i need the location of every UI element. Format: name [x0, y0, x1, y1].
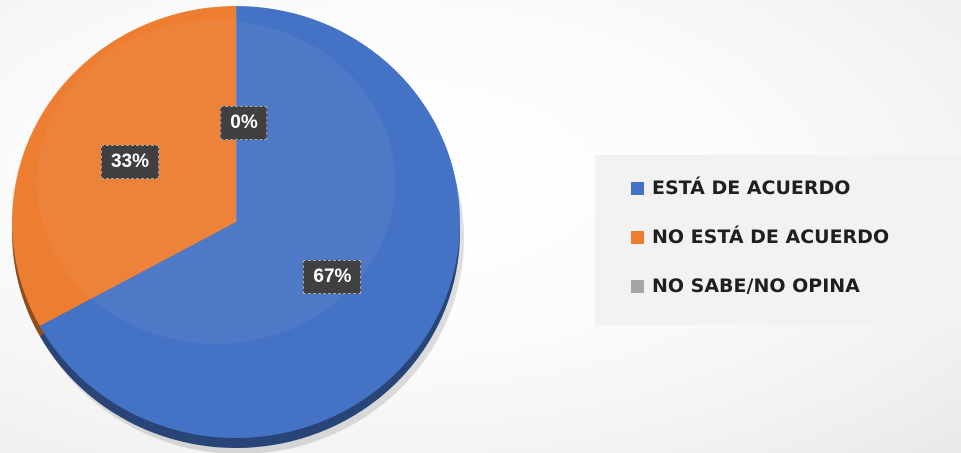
legend-item-no-esta-de-acuerdo: NO ESTÁ DE ACUERDO	[631, 226, 889, 248]
data-label-no-sabe-no-opina: 0%	[220, 105, 268, 140]
legend-label: NO ESTÁ DE ACUERDO	[652, 226, 890, 248]
legend-swatch	[631, 279, 644, 293]
legend-label: ESTÁ DE ACUERDO	[652, 177, 851, 199]
legend-swatch	[631, 230, 644, 244]
pie-highlight	[36, 20, 396, 344]
legend-swatch	[631, 181, 644, 195]
pie-slices	[11, 6, 460, 438]
legend-label: NO SABE/NO OPINA	[652, 275, 860, 297]
legend: ESTÁ DE ACUERDO NO ESTÁ DE ACUERDO NO SA…	[595, 155, 961, 325]
pie-slice-esta-de-acuerdo	[39, 6, 460, 438]
legend-item-no-sabe-no-opina: NO SABE/NO OPINA	[631, 275, 860, 297]
data-label-esta-de-acuerdo: 67%	[303, 259, 362, 294]
legend-item-esta-de-acuerdo: ESTÁ DE ACUERDO	[631, 177, 850, 199]
data-label-no-esta-de-acuerdo: 33%	[100, 144, 159, 179]
